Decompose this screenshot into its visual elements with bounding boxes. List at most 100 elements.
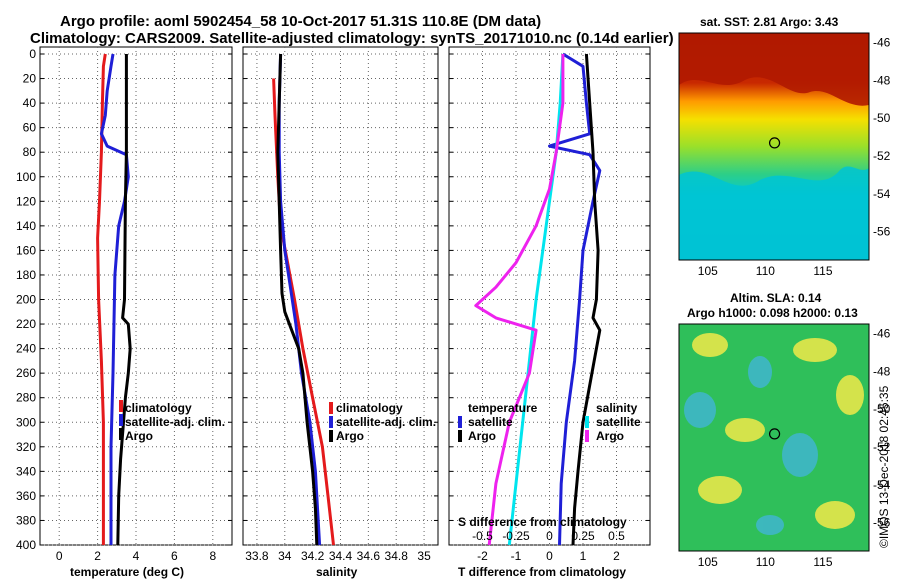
sst-lat-tick-labels: -46 -48 -50 -52 -54 -56: [873, 35, 891, 238]
sst-map-frame: [678, 32, 870, 261]
y-tick-label: 180: [16, 268, 36, 282]
y-tick-label: 220: [16, 317, 36, 331]
difference-grid: [449, 47, 650, 546]
legend-climatology-label: climatology: [125, 401, 192, 415]
legend-t-argo-swatch: [458, 430, 462, 442]
sla-blob: [815, 501, 855, 529]
s-tick-label: -0.25: [502, 529, 530, 543]
lat-tick-label: -46: [873, 326, 891, 340]
lon-tick-label: 115: [813, 555, 832, 569]
sla-blob: [698, 476, 742, 504]
y-tick-label: 140: [16, 219, 36, 233]
series-line-argo: [116, 54, 132, 545]
lat-tick-label: -48: [873, 73, 891, 87]
title-line-1: Argo profile: aoml 5902454_58 10-Oct-201…: [60, 13, 541, 30]
legend-salinity-title: salinity: [596, 401, 638, 415]
difference-panel: -2 -1 0 1 2 -0.5 -0.25 0 0.25 0.5 S difference f…: [448, 46, 651, 579]
x-tick-label: 6: [171, 549, 178, 563]
y-tick-label: 20: [23, 72, 37, 86]
legend-s-argo-label: Argo: [596, 429, 624, 443]
legend-satellite-swatch: [119, 414, 123, 426]
sst-profile-marker: [768, 137, 781, 149]
sla-map-title-line-1: Altim. SLA: 0.14: [730, 291, 822, 305]
y-tick-label: 160: [16, 243, 36, 257]
y-tick-label: 60: [23, 121, 37, 135]
s-tick-label: 0.25: [571, 529, 595, 543]
sla-lon-tick-labels: 105 110 115: [698, 555, 833, 569]
series-line-t-satellite: [548, 52, 602, 545]
y-tick-label: 240: [16, 342, 36, 356]
lat-tick-label: -54: [873, 478, 891, 492]
y-tick-label: 360: [16, 489, 36, 503]
depth-tick-labels: 0 20 40 60 80 100 120 140 160 180 200 220 240 260 280 3…: [16, 47, 36, 552]
lon-tick-label: 110: [756, 555, 775, 569]
t-difference-axis-label: T difference from climatology: [458, 565, 626, 579]
x-tick-label: 4: [133, 549, 140, 563]
x-tick-label: 34.6: [357, 549, 381, 563]
imos-credit: ©IMOS 13-Dec-2018 02:45:35: [877, 385, 891, 548]
legend-argo-label: Argo: [336, 429, 364, 443]
legend-argo-swatch: [329, 430, 333, 442]
s-tick-label: -0.5: [472, 529, 493, 543]
sla-map-title-line-2: Argo h1000: 0.098 h2000: 0.13: [687, 306, 858, 320]
series-line-s-argo: [474, 54, 565, 545]
x-tick-label: 0: [546, 549, 553, 563]
y-tick-label: 320: [16, 440, 36, 454]
legend-t-satellite-swatch: [458, 416, 462, 428]
temperature-legend: climatology satellite-adj. clim. Argo: [119, 400, 225, 443]
legend-satellite-label: satellite-adj. clim.: [336, 415, 436, 429]
x-tick-label: -1: [511, 549, 522, 563]
temperature-tick-labels: 0 2 4 6 8: [56, 549, 217, 563]
sla-lat-tick-labels: -46 -48 -50 -52 -54 -56: [873, 326, 891, 529]
y-tick-label: 120: [16, 194, 36, 208]
y-tick-label: 0: [29, 47, 36, 61]
lat-tick-label: -56: [873, 225, 891, 239]
lon-tick-label: 110: [756, 264, 775, 278]
legend-s-satellite-label: satellite: [596, 415, 641, 429]
sla-blob: [684, 392, 716, 428]
legend-climatology-swatch: [119, 400, 123, 412]
y-tick-label: 380: [16, 513, 36, 527]
y-tick-label: 340: [16, 464, 36, 478]
sla-blob: [725, 418, 765, 442]
x-tick-label: 34.4: [329, 549, 353, 563]
series-line-climatology: [96, 53, 107, 545]
difference-legend-temperature: temperature satellite Argo: [458, 401, 538, 443]
x-tick-label: 35: [417, 549, 431, 563]
legend-s-satellite-swatch: [585, 416, 589, 428]
salinity-legend: climatology satellite-adj. clim. Argo: [329, 401, 436, 443]
temperature-grid: [40, 47, 232, 546]
lat-tick-label: -52: [873, 440, 891, 454]
y-tick-label: 200: [16, 293, 36, 307]
lon-tick-label: 105: [698, 555, 718, 569]
x-tick-label: 33.8: [245, 549, 269, 563]
salinity-panel: 33.8 34 34.2 34.4 34.6 34.8 35 salinity climat…: [242, 46, 439, 579]
y-tick-label: 300: [16, 415, 36, 429]
y-tick-label: 40: [23, 96, 37, 110]
sst-cool-water: [679, 166, 869, 260]
x-tick-label: 2: [613, 549, 620, 563]
lat-tick-label: -48: [873, 364, 891, 378]
sst-map-title: sat. SST: 2.81 Argo: 3.43: [700, 15, 839, 29]
lat-tick-label: -50: [873, 402, 891, 416]
sst-warm-front: [679, 33, 869, 106]
sst-lon-tick-labels: 105 110 115: [698, 264, 833, 278]
legend-climatology-label: climatology: [336, 401, 403, 415]
sst-map: sat. SST: 2.81 Argo: 3.43 -46 -48 -50 -52 -5…: [678, 15, 891, 278]
s-tick-label: 0: [546, 529, 553, 543]
difference-lines: [474, 52, 602, 545]
legend-s-argo-swatch: [585, 430, 589, 442]
sla-anomaly-blobs: [684, 333, 864, 535]
t-difference-tick-labels: -2 -1 0 1 2: [477, 549, 620, 563]
y-tick-label: 80: [23, 145, 37, 159]
legend-t-satellite-label: satellite: [468, 415, 513, 429]
x-tick-label: 34: [278, 549, 292, 563]
legend-climatology-swatch: [329, 402, 333, 414]
sla-map: Altim. SLA: 0.14 Argo h1000: 0.098 h2000…: [678, 291, 891, 569]
x-tick-label: 34.8: [385, 549, 409, 563]
x-tick-label: 34.2: [301, 549, 325, 563]
sla-blob: [748, 356, 772, 388]
y-tick-label: 280: [16, 391, 36, 405]
sla-blob: [782, 433, 818, 477]
x-tick-label: 2: [94, 549, 101, 563]
